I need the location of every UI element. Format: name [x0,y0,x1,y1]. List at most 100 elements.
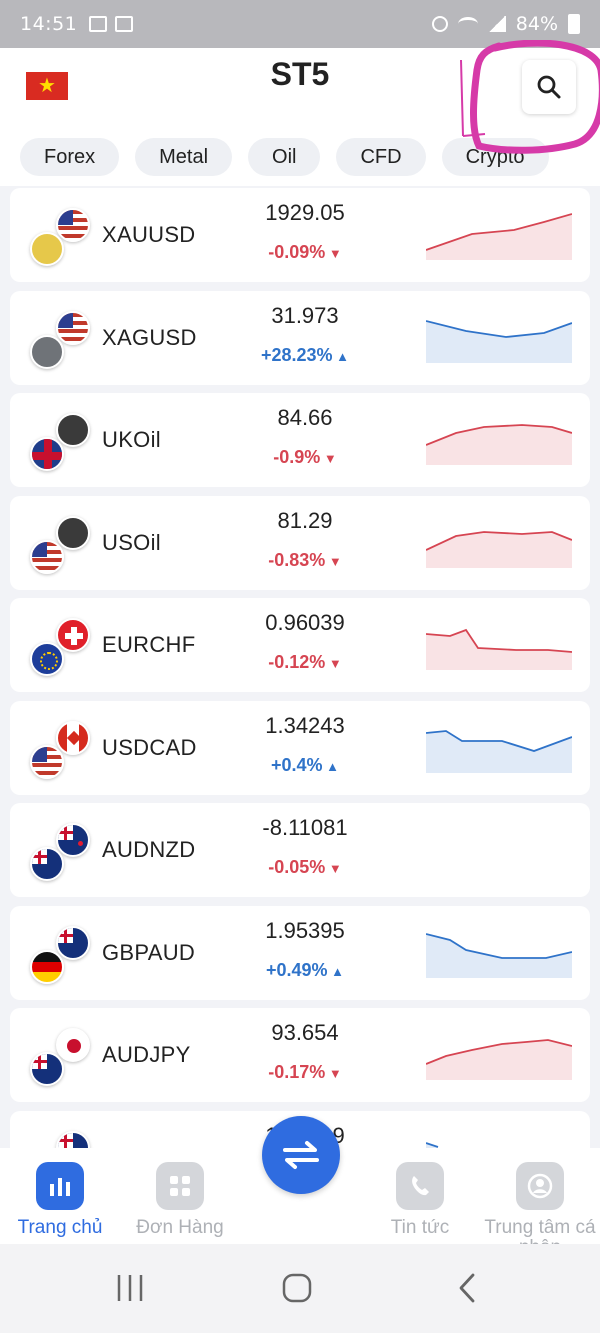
nav-news[interactable]: Tin tức [360,1162,480,1238]
sparkline-chart [426,213,572,260]
sparkline-area [426,320,572,363]
arrow-up-icon: ▲ [322,758,340,774]
alarm-icon [431,16,448,32]
sparkline-area [426,933,572,978]
wifi-icon [457,17,478,31]
gallery-icon [89,16,108,32]
nav-orders[interactable]: Đơn Hàng [120,1162,240,1238]
search-button[interactable] [522,60,576,114]
us-flag-icon [30,744,64,779]
sparkline-chart [426,932,572,978]
instrument-row-usdcad[interactable]: USDCAD 1.34243 +0.4% ▲ [10,700,590,795]
instrument-icons [30,823,90,881]
instrument-price: -8.11081 [262,815,348,840]
person-icon [516,1162,564,1210]
category-tabs: Forex Metal Oil CFD Crypto [0,130,600,186]
instrument-change: +0.4% ▲ [220,755,390,776]
tab-forex[interactable]: Forex [20,138,120,176]
sparkline-line [426,729,572,752]
arrow-down-icon: ▼ [325,656,342,671]
instrument-price: 1.95395 [265,917,345,943]
instrument-row-xagusd[interactable]: XAGUSD 31.973 +28.23% ▲ [10,290,590,385]
arrow-down-icon: ▼ [325,861,342,876]
instrument-symbol: EURCHF [102,632,196,657]
tab-cfd[interactable]: CFD [336,138,426,176]
instrument-icons [30,618,90,676]
arrow-down-icon: ▼ [325,1066,342,1081]
instrument-change: -0.17% ▼ [220,1062,390,1083]
instrument-row-audjpy[interactable]: AUDJPY 93.654 -0.17% ▼ [10,1008,590,1102]
instrument-row-usoil[interactable]: USOil 81.29 -0.83% ▼ [10,495,590,590]
swap-arrows-icon [283,1141,319,1169]
sparkline-chart [426,319,572,363]
us-flag-icon [56,208,90,242]
bottom-nav: Trang chủ Đơn Hàng Tin tức Trung tâm cá … [0,1116,600,1257]
instrument-row-audnzd[interactable]: AUDNZD -8.11081 -0.05% ▼ [10,803,590,897]
instrument-icons [30,1028,90,1086]
us-flag-icon [56,310,90,345]
instrument-symbol: UKOil [102,427,161,452]
status-right: 84% [431,13,580,35]
eu-flag-icon [30,642,64,676]
sparkline-line [426,424,572,446]
oil-icon [56,515,90,550]
nav-news-label: Tin tức [390,1217,450,1238]
au-flag-icon [30,847,64,881]
instrument-change: -0.09% ▼ [220,242,390,263]
instrument-row-ukoil[interactable]: UKOil 84.66 -0.9% ▼ [10,393,590,487]
us-flag-icon [30,539,64,574]
au-flag-icon [56,1130,90,1148]
sparkline-line [426,1039,572,1065]
sparkline-chart [426,1039,572,1080]
recent-apps-icon[interactable] [114,1272,146,1304]
sparkline-area [426,1040,572,1080]
instrument-change: +28.23% ▲ [220,345,390,366]
silver-icon [30,334,64,369]
instrument-icons [30,1130,90,1148]
swap-fab-button[interactable] [262,1116,340,1194]
instrument-icons [30,515,90,574]
change-percent: -0.17% [268,1062,326,1082]
instrument-price: 1.34243 [265,712,345,738]
nav-home[interactable]: Trang chủ [0,1162,120,1238]
arrow-down-icon: ▼ [325,553,342,569]
instrument-price: 0.96039 [265,610,345,635]
back-icon[interactable] [452,1272,484,1304]
change-percent: +0.4% [270,754,323,775]
instrument-symbol: GBPAUD [102,939,196,965]
change-percent: -0.09% [268,242,326,262]
change-percent: +0.49% [265,959,328,980]
instrument-row-gbpaud[interactable]: GBPAUD 1.95395 +0.49% ▲ [10,905,590,1000]
gold-icon [30,232,64,266]
nav-orders-label: Đơn Hàng [136,1217,224,1238]
instrument-icons [30,208,90,266]
instrument-icons [30,925,90,984]
screen-icon [115,16,134,32]
sparkline-line [426,932,572,959]
sparkline-line [426,213,572,251]
vietnam-flag-icon[interactable]: ★ [26,72,68,100]
instrument-icons [30,413,90,471]
change-percent: -0.83% [268,549,326,570]
instrument-icons [30,720,90,779]
signal-icon [487,16,506,32]
instrument-row-eurchf[interactable]: EURCHF 0.96039 -0.12% ▼ [10,598,590,692]
instrument-symbol: EURNZD [102,1145,195,1149]
instrument-price: 93.654 [271,1020,339,1045]
tab-metal[interactable]: Metal [135,138,233,176]
swiss-flag-icon [56,618,90,652]
instrument-list[interactable]: XAUUSD 1929.05 -0.09% ▼ XAGUSD 31.973 +28.23%… [10,188,590,1148]
instrument-row-xauusd[interactable]: XAUUSD 1929.05 -0.09% ▼ [10,188,590,282]
instrument-price: 1929.05 [265,200,345,225]
tab-oil[interactable]: Oil [248,138,321,176]
change-percent: -0.05% [268,857,326,877]
status-bar: 14:51 84% [0,0,600,48]
arrow-up-icon: ▲ [327,963,345,979]
uk-flag-icon [30,437,64,471]
instrument-change: +0.49% ▲ [220,960,390,981]
tab-crypto[interactable]: Crypto [441,138,549,176]
status-time: 14:51 [20,13,78,35]
sparkline-line [426,319,572,338]
sparkline-chart [426,530,572,568]
home-icon[interactable] [281,1272,313,1304]
